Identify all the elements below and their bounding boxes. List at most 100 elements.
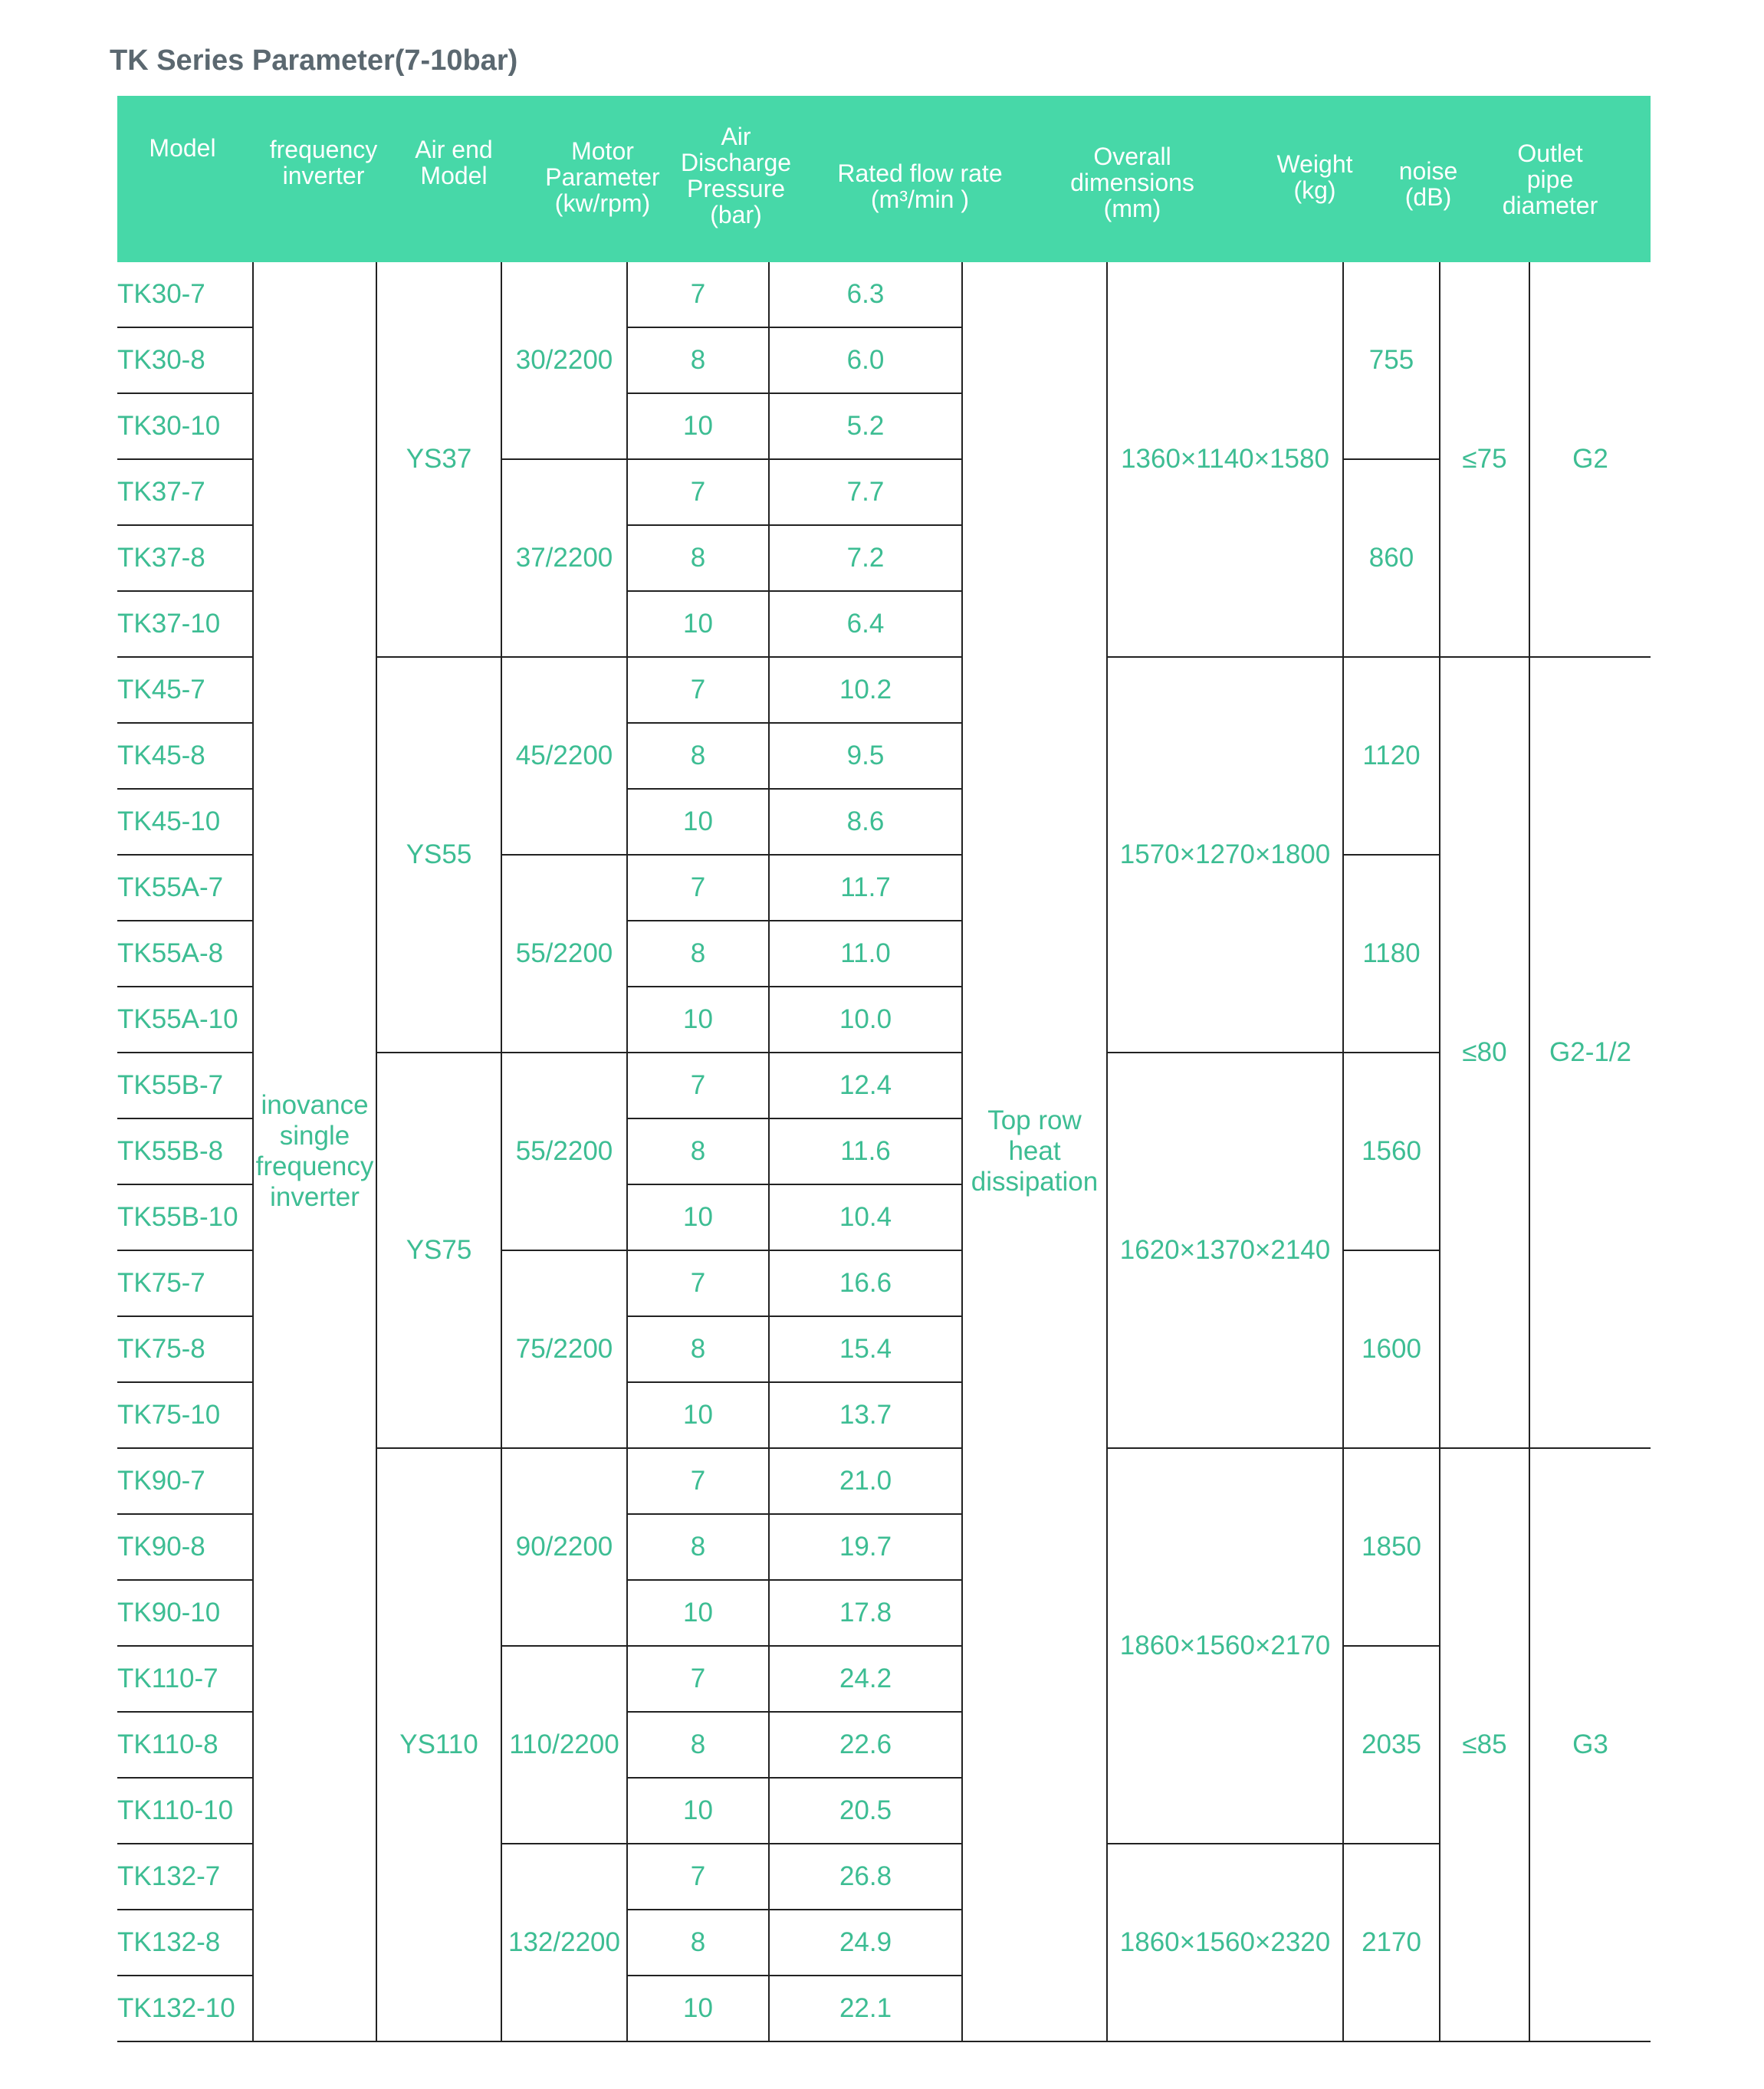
table-row: TK55B-8 8 11.6 — [117, 1118, 1651, 1185]
pressure-cell: 10 — [626, 393, 769, 460]
flow-rate-cell: 10.0 — [768, 987, 962, 1053]
model-cell: TK37-7 — [117, 459, 253, 526]
model-cell: TK132-7 — [117, 1844, 253, 1910]
header-air-end-model: Air end Model — [415, 136, 493, 189]
motor-cell: 45/2200 — [501, 657, 627, 856]
model-cell: TK132-8 — [117, 1910, 253, 1976]
pressure-cell: 7 — [626, 657, 769, 724]
weight-cell: 860 — [1342, 459, 1440, 658]
dims-cell: 1860×1560×2320 — [1106, 1844, 1343, 2042]
table-row: TK45-7 YS55 45/2200 7 10.2 1570×1270×1800 1120… — [117, 657, 1651, 1449]
pressure-cell: 8 — [626, 1712, 769, 1779]
model-cell: TK30-7 — [117, 262, 253, 328]
table-row: TK132-7 132/2200 7 26.8 1860×1560×2320 2170 — [117, 1844, 1651, 2042]
flow-rate-cell: 10.2 — [768, 657, 962, 724]
model-cell: TK110-7 — [117, 1646, 253, 1713]
pressure-cell: 10 — [626, 1778, 769, 1844]
table-row: TK110-8 8 22.6 — [117, 1712, 1651, 1779]
flow-rate-cell: 7.7 — [768, 459, 962, 526]
page-title: TK Series Parameter(7-10bar) — [110, 44, 518, 77]
table-row: TK110-10 10 20.5 — [117, 1778, 1651, 1844]
outlet-cell: G3 — [1529, 1448, 1651, 2042]
flow-rate-cell: 7.2 — [768, 525, 962, 592]
table-row: TK55B-10 10 10.4 — [117, 1184, 1651, 1251]
pressure-cell: 7 — [626, 1250, 769, 1317]
header-overall-dimensions: Overall dimensions (mm) — [1070, 143, 1194, 222]
table-row: TK30-10 10 5.2 — [117, 393, 1651, 460]
outlet-cell: G2 — [1529, 262, 1651, 658]
flow-rate-cell: 24.9 — [768, 1910, 962, 1976]
table-row: TK110-7 110/2200 7 24.2 2035 — [117, 1646, 1651, 1844]
table-row: TK45-8 8 9.5 — [117, 723, 1651, 790]
table-row: TK45-10 10 8.6 — [117, 789, 1651, 856]
model-cell: TK30-8 — [117, 327, 253, 394]
header-rated-flow-rate: Rated flow rate (m³/min ) — [837, 159, 1003, 213]
motor-cell: 132/2200 — [501, 1844, 627, 2042]
pressure-cell: 7 — [626, 855, 769, 921]
flow-rate-cell: 12.4 — [768, 1053, 962, 1119]
header-outlet-pipe-diameter: Outlet pipe diameter — [1502, 140, 1598, 219]
header-model: Model — [149, 134, 216, 162]
noise-cell: ≤85 — [1439, 1448, 1529, 2042]
model-cell: TK55B-10 — [117, 1184, 253, 1251]
flow-rate-cell: 6.4 — [768, 591, 962, 658]
motor-cell: 90/2200 — [501, 1448, 627, 1647]
weight-cell: 1600 — [1342, 1250, 1440, 1449]
model-cell: TK55A-8 — [117, 921, 253, 987]
flow-rate-cell: 26.8 — [768, 1844, 962, 1910]
model-cell: TK75-10 — [117, 1382, 253, 1449]
pressure-cell: 8 — [626, 1316, 769, 1383]
pressure-cell: 8 — [626, 723, 769, 790]
flow-rate-cell: 21.0 — [768, 1448, 962, 1515]
table-row: TK132-10 10 22.1 — [117, 1976, 1651, 2042]
pressure-cell: 10 — [626, 1580, 769, 1647]
flow-rate-cell: 19.7 — [768, 1514, 962, 1581]
pressure-cell: 7 — [626, 1646, 769, 1713]
flow-rate-cell: 22.6 — [768, 1712, 962, 1779]
dims-cell: 1360×1140×1580 — [1106, 262, 1343, 658]
motor-cell: 75/2200 — [501, 1250, 627, 1449]
airend-cell: YS75 — [376, 1053, 501, 1449]
model-cell: TK30-10 — [117, 393, 253, 460]
model-cell: TK75-7 — [117, 1250, 253, 1317]
model-cell: TK45-8 — [117, 723, 253, 790]
model-cell: TK110-8 — [117, 1712, 253, 1779]
airend-cell: YS110 — [376, 1448, 501, 2042]
pressure-cell: 10 — [626, 591, 769, 658]
pressure-cell: 10 — [626, 1976, 769, 2042]
model-cell: TK90-10 — [117, 1580, 253, 1647]
pressure-cell: 8 — [626, 1514, 769, 1581]
flow-rate-cell: 22.1 — [768, 1976, 962, 2042]
table-header: Model frequency inverter Air end Model M… — [117, 96, 1651, 262]
heat-cell: Top row heat dissipation — [961, 262, 1107, 2042]
flow-rate-cell: 11.7 — [768, 855, 962, 921]
flow-rate-cell: 8.6 — [768, 789, 962, 856]
dims-cell: 1620×1370×2140 — [1106, 1053, 1343, 1449]
dims-cell: 1570×1270×1800 — [1106, 657, 1343, 1053]
motor-cell: 55/2200 — [501, 855, 627, 1053]
pressure-cell: 8 — [626, 1910, 769, 1976]
airend-cell: YS55 — [376, 657, 501, 1053]
model-cell: TK55A-10 — [117, 987, 253, 1053]
header-air-discharge-pressure: Air Discharge Pressure (bar) — [680, 123, 792, 228]
flow-rate-cell: 11.0 — [768, 921, 962, 987]
pressure-cell: 7 — [626, 1448, 769, 1515]
weight-cell: 1560 — [1342, 1053, 1440, 1251]
model-cell: TK110-10 — [117, 1778, 253, 1844]
pressure-cell: 7 — [626, 1053, 769, 1119]
weight-cell: 1850 — [1342, 1448, 1440, 1647]
flow-rate-cell: 6.3 — [768, 262, 962, 328]
inverter-cell: inovance single frequency inverter — [252, 262, 376, 2042]
table-row: TK75-7 75/2200 7 16.6 1600 — [117, 1250, 1651, 1449]
table-row: TK90-7 YS110 90/2200 7 21.0 1860×1560×2170 185… — [117, 1448, 1651, 2042]
table-row: TK55B-7 YS75 55/2200 7 12.4 1620×1370×2140 156… — [117, 1053, 1651, 1449]
weight-cell: 2035 — [1342, 1646, 1440, 1844]
pressure-cell: 8 — [626, 1118, 769, 1185]
weight-cell: 755 — [1342, 262, 1440, 460]
table-row: TK55A-7 55/2200 7 11.7 1180 — [117, 855, 1651, 1053]
table-row: TK132-8 8 24.9 — [117, 1910, 1651, 1976]
model-cell: TK45-7 — [117, 657, 253, 724]
model-cell: TK90-7 — [117, 1448, 253, 1515]
table-row: TK30-7 inovance single frequency inverter… — [117, 262, 1651, 2042]
weight-cell: 1180 — [1342, 855, 1440, 1053]
